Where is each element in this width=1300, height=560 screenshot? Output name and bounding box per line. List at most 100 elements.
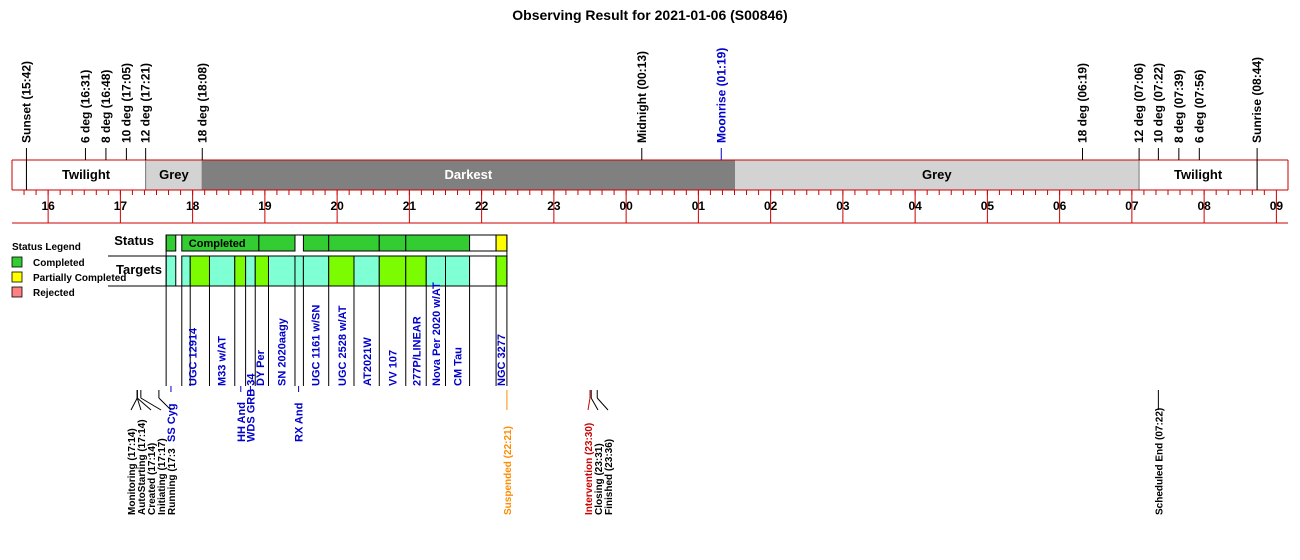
legend-swatch-partially-completed — [11, 271, 23, 283]
target-label-sn-2020aagy: SN 2020aagy — [277, 317, 289, 386]
hour-tick-label: 19 — [258, 199, 272, 213]
hour-tick-label: 05 — [981, 199, 995, 213]
bottom-event-leader — [587, 397, 591, 411]
top-event-label-6-deg-16-31: 6 deg (16:31) — [78, 70, 92, 143]
target-block — [267, 255, 296, 287]
status-block — [258, 234, 296, 252]
time-axis: 16 17 18 19 20 21 22 23 00 01 02 03 04 05 06 07 08 09 — [11, 159, 1289, 224]
target-block — [165, 255, 177, 287]
hour-tick-label: 18 — [186, 199, 200, 213]
sky-segment-label: Darkest — [445, 167, 493, 182]
target-label-vv-107: VV 107 — [388, 350, 400, 386]
legend-label-partially-completed: Partially Completed — [33, 273, 126, 284]
status-block — [165, 234, 177, 252]
bottom-event-leader — [130, 397, 138, 411]
hour-tick-label: 02 — [764, 199, 778, 213]
sky-segment-label: Twilight — [62, 167, 111, 182]
target-block — [425, 255, 447, 287]
target-label-ss-cyg: SS Cyg — [166, 403, 178, 442]
bottom-event-label-finished-23-36: Finished (23:36) — [604, 439, 615, 515]
target-block — [254, 255, 269, 287]
top-event-label-10-deg-07-22: 10 deg (07:22) — [1151, 63, 1165, 143]
target-label-dy-per: DY Per — [255, 349, 267, 386]
target-labels: UGC 12914 M33 w/AT DY Per SN 2020aagy UGC 11… — [165, 282, 508, 442]
bottom-event-leader — [140, 397, 162, 411]
targets-row-label: Targets — [116, 262, 162, 277]
target-label-ugc-12914: UGC 12914 — [188, 327, 200, 386]
hour-tick-label: 22 — [475, 199, 489, 213]
target-block — [294, 255, 304, 287]
bottom-event-label-autostarting-17-14: AutoStarting (17:14) — [137, 419, 148, 515]
target-label-ngc-3277: NGC 3277 — [496, 334, 508, 386]
bottom-event-label-closing-23-31: Closing (23:31) — [594, 443, 605, 515]
target-label-ugc-1161-w-sn: UGC 1161 w/SN — [310, 305, 322, 386]
target-label-nova-per-2020-w-at: Nova Per 2020 w/AT — [431, 282, 443, 386]
bottom-event-label-scheduled-end-07-22: Scheduled End (07:22) — [1154, 408, 1165, 515]
status-block-label: Completed — [189, 238, 246, 250]
target-block — [405, 255, 427, 287]
status-block — [302, 234, 330, 252]
sky-segment-label: Twilight — [1174, 167, 1223, 182]
chart-title: Observing Result for 2021-01-06 (S00846) — [512, 7, 787, 23]
top-event-label-6-deg-07-56: 6 deg (07:56) — [1192, 70, 1206, 143]
hour-tick-label: 08 — [1197, 199, 1211, 213]
bottom-event-label-running-17-3: Running (17:3 — [167, 448, 178, 515]
sky-condition-band: Twilight Grey Darkest Grey Twilight — [25, 159, 1258, 191]
hour-tick-label: 21 — [403, 199, 417, 213]
target-block — [469, 255, 497, 287]
hour-tick-label: 00 — [619, 199, 633, 213]
bottom-events: Monitoring (17:14) AutoStarting (17:14) Cr… — [127, 390, 1165, 515]
target-label-wds-grb-34: WDS GRB 34 — [245, 373, 257, 442]
status-block — [405, 234, 471, 252]
target-block — [208, 255, 236, 287]
sky-segment-grey — [145, 159, 203, 191]
target-label-hh-and: HH And — [236, 402, 248, 442]
status-block — [328, 234, 380, 252]
status-block — [378, 234, 407, 252]
target-label-cm-tau: CM Tau — [453, 347, 465, 386]
hour-tick-label: 23 — [547, 199, 561, 213]
top-event-label-moonrise-01-19: Moonrise (01:19) — [714, 48, 728, 143]
hour-tick-label: 17 — [114, 199, 128, 213]
bottom-event-leader — [158, 397, 172, 411]
target-block — [181, 255, 191, 287]
hour-tick-label: 07 — [1125, 199, 1139, 213]
top-event-label-midnight-00-13: Midnight (00:13) — [635, 51, 649, 143]
top-event-label-sunset-15-42: Sunset (15:42) — [19, 61, 33, 143]
target-block — [353, 255, 380, 287]
target-label-at2021w: AT2021W — [362, 337, 374, 386]
bottom-event-leader — [136, 397, 152, 411]
top-event-label-8-deg-16-48: 8 deg (16:48) — [99, 70, 113, 143]
rows-outline — [165, 234, 508, 287]
target-label-277p-linear: 277P/LINEAR — [412, 316, 424, 386]
top-event-label-18-deg-18-08: 18 deg (18:08) — [195, 63, 209, 143]
target-label-m33-w-at: M33 w/AT — [217, 336, 229, 386]
top-event-label-10-deg-17-05: 10 deg (17:05) — [119, 63, 133, 143]
hour-tick-label: 01 — [692, 199, 706, 213]
top-event-label-sunrise-08-44: Sunrise (08:44) — [1250, 57, 1264, 143]
status-block — [469, 234, 497, 252]
target-block — [495, 255, 508, 287]
target-block — [445, 255, 471, 287]
bottom-event-label-monitoring-17-14: Monitoring (17:14) — [127, 428, 138, 515]
target-block — [189, 255, 210, 287]
status-row-label: Status — [114, 233, 154, 248]
top-events: Sunset (15:42) 6 deg (16:31) 8 deg (16:48)… — [19, 48, 1264, 190]
sky-segment-label: Grey — [159, 167, 189, 182]
hour-tick-label: 06 — [1053, 199, 1067, 213]
top-event-label-12-deg-17-21: 12 deg (17:21) — [139, 63, 153, 143]
legend-label-completed: Completed — [33, 258, 85, 269]
target-block — [328, 255, 355, 287]
hour-tick-label: 04 — [908, 199, 922, 213]
target-label-rx-and: RX And — [294, 403, 306, 442]
sky-segment-twilight — [25, 159, 147, 191]
bottom-event-label-intervention-23-30: Intervention (23:30) — [584, 423, 595, 515]
legend-label-rejected: Rejected — [33, 288, 75, 299]
hour-tick-label: 09 — [1270, 199, 1284, 213]
hour-tick-label: 20 — [330, 199, 344, 213]
target-label-ugc-2528-w-at: UGC 2528 w/AT — [337, 305, 349, 386]
legend-swatch-rejected — [11, 286, 23, 298]
target-block — [245, 255, 256, 287]
bottom-event-leader — [136, 397, 142, 411]
